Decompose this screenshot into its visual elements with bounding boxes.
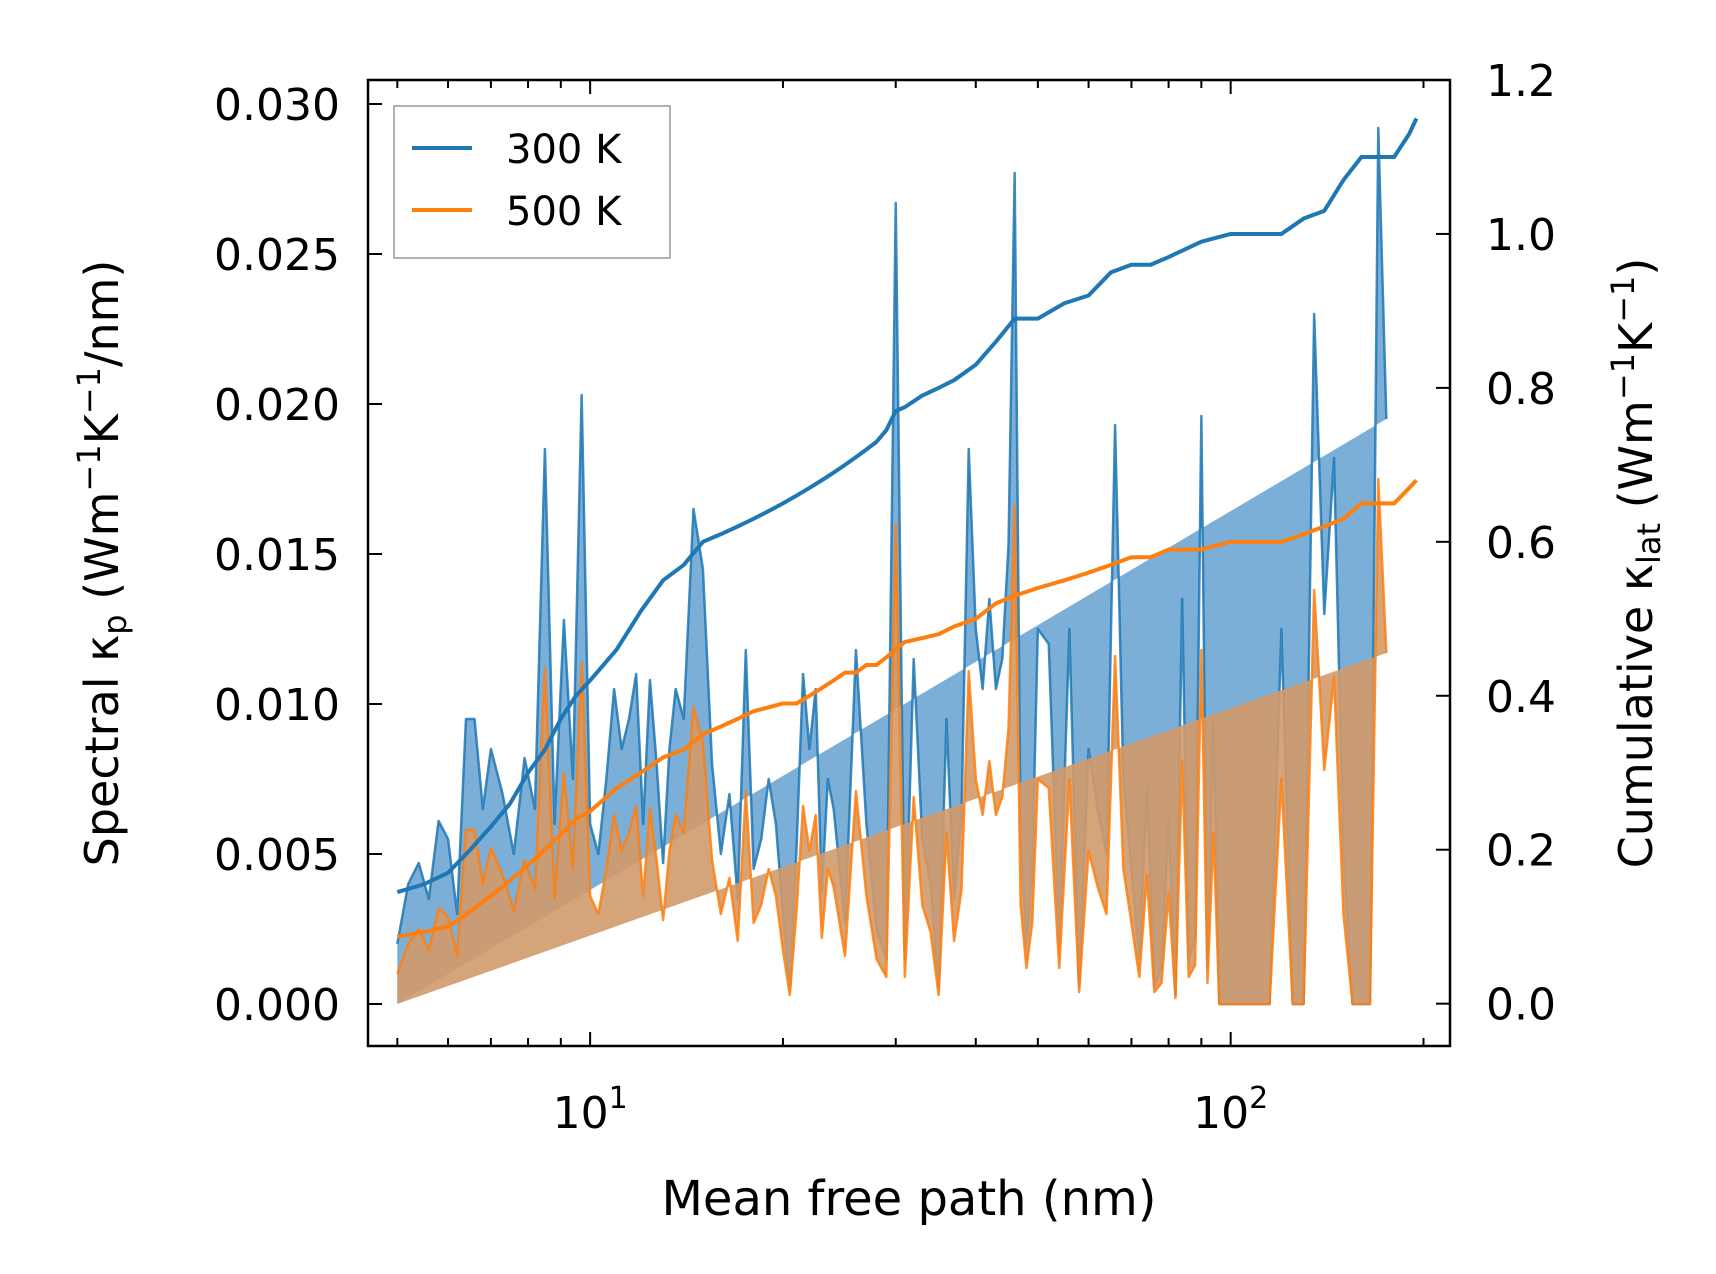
x-axis: 101 102 [396, 80, 1425, 1139]
spectral-line-300k [396, 126, 1388, 1006]
cumulative-line-300k [396, 117, 1419, 894]
y-axis-right: 0.0 0.2 0.4 0.6 0.8 1.0 1.2 [1436, 56, 1556, 1031]
y-left-tick-label: 0.015 [214, 530, 340, 581]
spectral-line-500k [396, 477, 1388, 1006]
legend-label-300k: 300 K [506, 127, 623, 173]
y-left-tick-label: 0.005 [214, 830, 340, 881]
x-axis-label: Mean free path (nm) [662, 1171, 1157, 1227]
y-left-tick-label: 0.025 [214, 230, 340, 281]
y-axis-label-left: Spectral κp (Wm−1K−1/nm) [70, 260, 134, 867]
spectral-layer [396, 126, 1388, 1006]
cumulative-line-500k [396, 478, 1418, 939]
plot-frame [366, 78, 1452, 1048]
y-right-tick-label: 1.0 [1486, 210, 1556, 261]
y-right-tick-label: 0.2 [1486, 826, 1556, 877]
y-left-tick-label: 0.030 [214, 80, 340, 131]
cumulative-layer [396, 117, 1419, 939]
legend-box [393, 105, 671, 259]
legend-label-500k: 500 K [506, 189, 623, 235]
legend: 300 K 500 K [393, 105, 671, 259]
y-left-tick-label: 0.020 [214, 380, 340, 431]
x-tick-label: 101 [553, 1081, 628, 1139]
x-tick-label: 102 [1193, 1081, 1268, 1139]
y-axis-label-right: Cumulative κlat (Wm−1K−1) [1604, 258, 1668, 869]
y-right-tick-label: 0.4 [1486, 672, 1556, 723]
y-right-tick-label: 0.6 [1486, 518, 1556, 569]
y-right-tick-label: 0.0 [1486, 980, 1556, 1031]
y-left-tick-label: 0.000 [214, 980, 340, 1031]
y-left-tick-label: 0.010 [214, 680, 340, 731]
y-right-tick-label: 0.8 [1486, 364, 1556, 415]
y-right-tick-label: 1.2 [1486, 56, 1556, 107]
y-axis-left: 0.000 0.005 0.010 0.015 0.020 0.025 0.030 [214, 80, 382, 1031]
